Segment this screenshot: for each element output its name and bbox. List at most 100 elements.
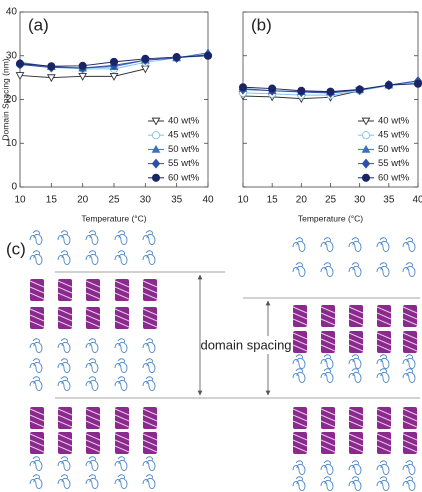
x-tick-label: 40 (412, 195, 422, 206)
coil (376, 368, 390, 383)
coil (85, 376, 99, 391)
legend-label: 40 wt% (168, 116, 200, 127)
marker (326, 87, 335, 96)
stripe (57, 408, 73, 416)
stripe (402, 439, 418, 447)
stripe (348, 338, 364, 346)
legend-label: 60 wt% (168, 172, 200, 183)
x-tick-label: 35 (383, 195, 395, 206)
coil (85, 358, 99, 373)
coil (348, 476, 362, 491)
coil (292, 368, 306, 383)
stripe (85, 286, 101, 294)
stripe (348, 408, 364, 416)
stripe (402, 408, 418, 416)
y-axis-title: Domain Spacing (nm) (0, 58, 10, 140)
stripe (292, 344, 308, 352)
stripe (142, 314, 158, 322)
stripe (292, 445, 308, 453)
diagram (29, 230, 418, 491)
stripe (292, 332, 308, 340)
marker (413, 79, 422, 88)
stripe (376, 408, 392, 416)
legend-marker (151, 131, 161, 140)
coil (292, 262, 306, 277)
stripe (29, 286, 45, 294)
stripe (142, 439, 158, 447)
label-bg (205, 336, 287, 354)
stripe (57, 439, 73, 447)
coil (29, 456, 43, 471)
legend-label: 45 wt% (168, 130, 200, 141)
legend-marker (361, 131, 371, 140)
coil (57, 358, 71, 373)
stripe (376, 338, 392, 346)
stripe (402, 414, 418, 422)
stripe (348, 306, 364, 314)
coil (114, 338, 128, 353)
stripe (320, 433, 336, 441)
stripe (402, 344, 418, 352)
coil (142, 456, 156, 471)
annotation: domain spacing (200, 337, 291, 352)
y-tick-label: 30 (6, 50, 18, 61)
marker (109, 57, 119, 66)
stripe (320, 306, 336, 314)
stripe (57, 280, 73, 288)
marker (268, 84, 277, 93)
stripe (114, 320, 130, 328)
coil (142, 338, 156, 353)
marker (172, 53, 181, 62)
stripe (142, 414, 158, 422)
marker (355, 85, 364, 94)
stripe (348, 332, 364, 340)
marker (109, 72, 119, 81)
coil (85, 338, 99, 353)
coil (29, 376, 43, 391)
legend-marker (151, 158, 161, 169)
coil (85, 230, 99, 245)
x-tick-label: 40 (202, 195, 214, 206)
stripe (142, 408, 158, 416)
legend-label: 50 wt% (378, 144, 410, 155)
stripe (376, 344, 392, 352)
x-tick-label: 30 (354, 195, 366, 206)
coil (376, 476, 390, 491)
stripe (402, 445, 418, 453)
coil (114, 250, 128, 265)
coil (29, 358, 43, 373)
stripe (292, 408, 308, 416)
coil (114, 456, 128, 471)
marker (15, 59, 25, 68)
stripe (402, 420, 418, 428)
panel-title: (b) (251, 15, 272, 34)
stripe (29, 439, 45, 447)
marker (78, 72, 88, 81)
coil (114, 358, 128, 373)
stripe (376, 332, 392, 340)
stripe (85, 408, 101, 416)
coil (114, 376, 128, 391)
coil (402, 476, 416, 491)
coil (292, 476, 306, 491)
stripe (85, 439, 101, 447)
stripe (142, 320, 158, 328)
coil (348, 368, 362, 383)
coil (142, 358, 156, 373)
stripe (348, 439, 364, 447)
coil (57, 456, 71, 471)
coil (29, 230, 43, 245)
coil (29, 338, 43, 353)
coil (29, 250, 43, 265)
stripe (402, 338, 418, 346)
legend-marker (151, 173, 161, 182)
stripe (114, 280, 130, 288)
stripe (376, 439, 392, 447)
y-tick-label: 0 (11, 182, 17, 193)
coil (348, 262, 362, 277)
stripe (348, 414, 364, 422)
x-tick-label: 25 (108, 195, 120, 206)
coil (85, 474, 99, 489)
x-axis-title: Temperature (°C) (81, 213, 146, 223)
